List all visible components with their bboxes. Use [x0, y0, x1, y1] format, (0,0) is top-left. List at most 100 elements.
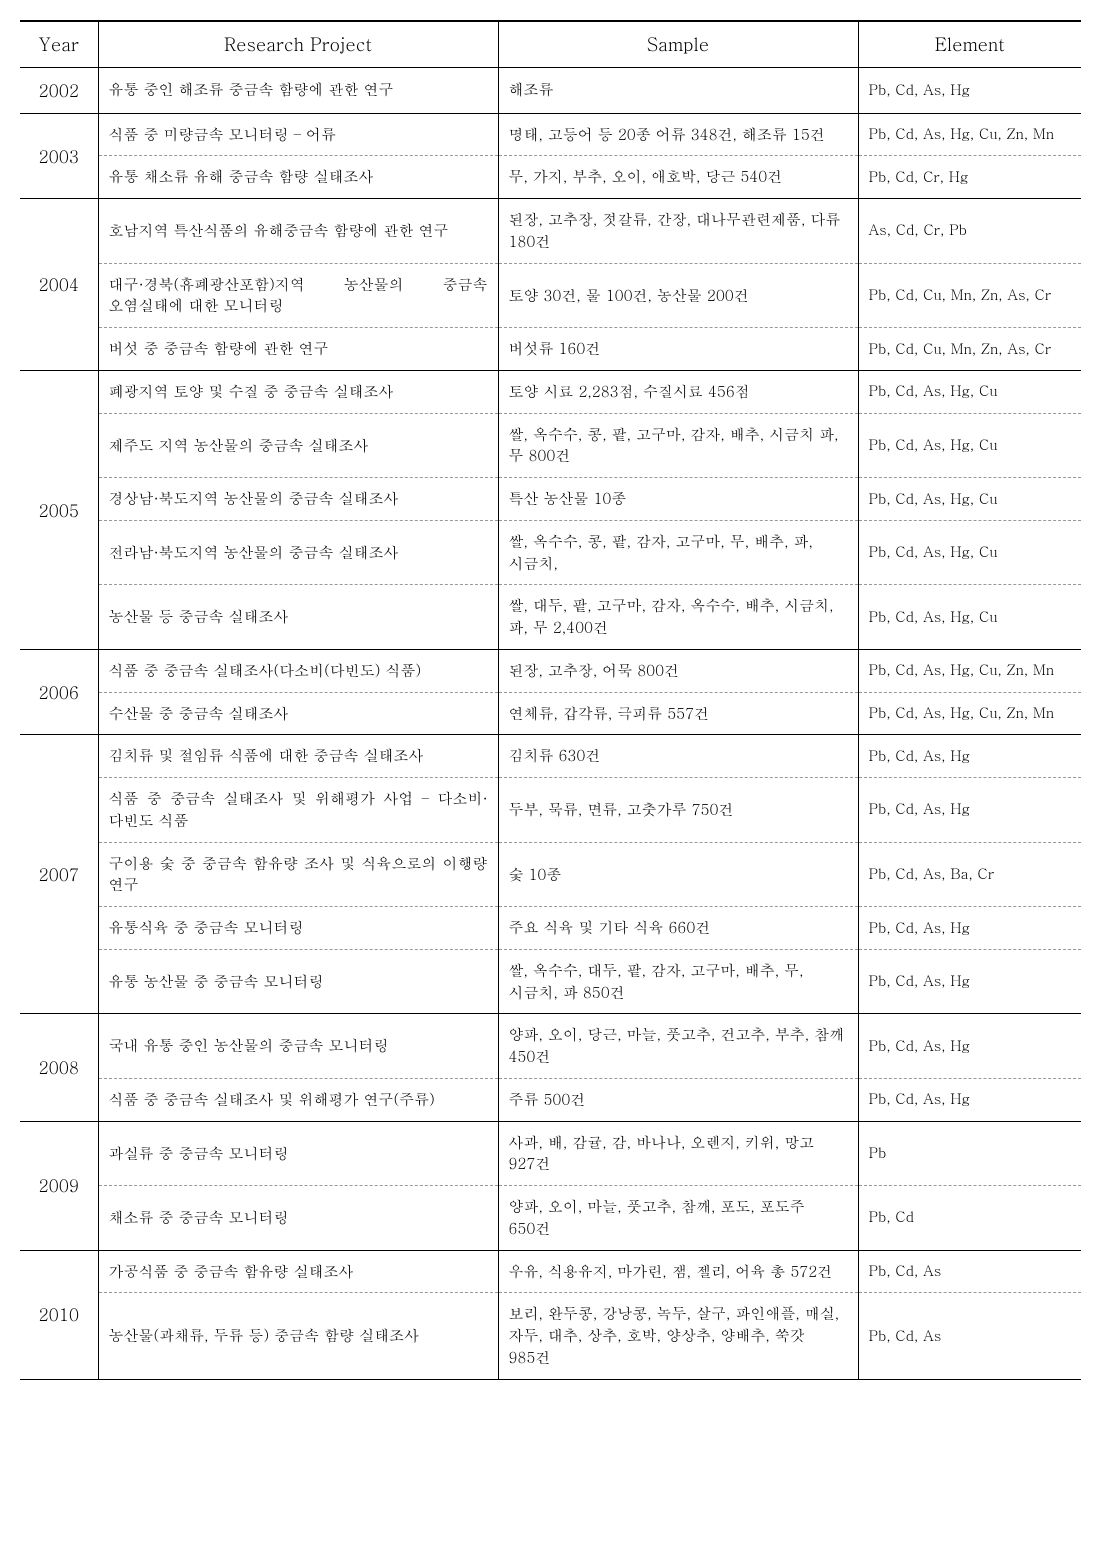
table-row: 식품 중 중금속 실태조사 및 위해평가 연구(주류)주류 500건Pb, Cd… — [20, 1078, 1081, 1121]
table-row: 경상남·북도지역 농산물의 중금속 실태조사특산 농산물 10종Pb, Cd, … — [20, 478, 1081, 521]
sample-cell: 두부, 묵류, 면류, 고춧가루 750건 — [498, 778, 858, 843]
table-row: 전라남·북도지역 농산물의 중금속 실태조사쌀, 옥수수, 콩, 팥, 감자, … — [20, 520, 1081, 585]
year-cell: 2004 — [20, 199, 98, 371]
sample-cell: 특산 농산물 10종 — [498, 478, 858, 521]
table-row: 농산물 등 중금속 실태조사쌀, 대두, 팥, 고구마, 감자, 옥수수, 배추… — [20, 585, 1081, 650]
sample-cell: 양파, 오이, 당근, 마늘, 풋고추, 건고추, 부추, 참깨 450건 — [498, 1014, 858, 1079]
table-row: 2003식품 중 미량금속 모니터링 – 어류명태, 고등어 등 20종 어류 … — [20, 113, 1081, 156]
sample-cell: 김치류 630건 — [498, 735, 858, 778]
project-cell: 구이용 숯 중 중금속 함유량 조사 및 식육으로의 이행량 연구 — [98, 842, 498, 907]
header-element: Element — [858, 21, 1081, 68]
table-row: 유통 농산물 중 중금속 모니터링쌀, 옥수수, 대두, 팥, 감자, 고구마,… — [20, 949, 1081, 1014]
table-header: Year Research Project Sample Element — [20, 21, 1081, 68]
sample-cell: 양파, 오이, 마늘, 풋고추, 참깨, 포도, 포도주 650건 — [498, 1186, 858, 1251]
project-cell: 폐광지역 토양 및 수질 중 중금속 실태조사 — [98, 370, 498, 413]
table-row: 버섯 중 중금속 함량에 관한 연구버섯류 160건Pb, Cd, Cu, Mn… — [20, 328, 1081, 371]
sample-cell: 쌀, 옥수수, 콩, 팥, 감자, 고구마, 무, 배추, 파, 시금치, — [498, 520, 858, 585]
sample-cell: 토양 30건, 물 100건, 농산물 200건 — [498, 263, 858, 328]
year-cell: 2006 — [20, 649, 98, 735]
project-cell: 식품 중 중금속 실태조사 및 위해평가 사업 – 다소비·다빈도 식품 — [98, 778, 498, 843]
table-row: 2005폐광지역 토양 및 수질 중 중금속 실태조사토양 시료 2,283점,… — [20, 370, 1081, 413]
sample-cell: 해조류 — [498, 68, 858, 114]
project-cell: 유통 농산물 중 중금속 모니터링 — [98, 949, 498, 1014]
header-year: Year — [20, 21, 98, 68]
element-cell: Pb, Cd, As, Hg — [858, 949, 1081, 1014]
table-row: 식품 중 중금속 실태조사 및 위해평가 사업 – 다소비·다빈도 식품두부, … — [20, 778, 1081, 843]
project-cell: 전라남·북도지역 농산물의 중금속 실태조사 — [98, 520, 498, 585]
sample-cell: 주류 500건 — [498, 1078, 858, 1121]
table-row: 유통 채소류 유해 중금속 함량 실태조사무, 가지, 부추, 오이, 애호박,… — [20, 156, 1081, 199]
project-cell: 유통식육 중 중금속 모니터링 — [98, 907, 498, 950]
sample-cell: 무, 가지, 부추, 오이, 애호박, 당근 540건 — [498, 156, 858, 199]
table-row: 대구·경북(휴폐광산포함)지역 농산물의 중금속 오염실태에 대한 모니터링토양… — [20, 263, 1081, 328]
element-cell: Pb, Cd, Cu, Mn, Zn, As, Cr — [858, 263, 1081, 328]
sample-cell: 주요 식육 및 기타 식육 660건 — [498, 907, 858, 950]
table-row: 농산물(과채류, 두류 등) 중금속 함량 실태조사보리, 완두콩, 강낭콩, … — [20, 1293, 1081, 1379]
sample-cell: 숯 10종 — [498, 842, 858, 907]
sample-cell: 쌀, 옥수수, 콩, 팥, 고구마, 감자, 배추, 시금치 파, 무 800건 — [498, 413, 858, 478]
year-cell: 2002 — [20, 68, 98, 114]
element-cell: Pb, Cd, As — [858, 1250, 1081, 1293]
sample-cell: 명태, 고등어 등 20종 어류 348건, 해조류 15건 — [498, 113, 858, 156]
sample-cell: 토양 시료 2,283점, 수질시료 456점 — [498, 370, 858, 413]
element-cell: Pb, Cd, As, Hg — [858, 68, 1081, 114]
element-cell: Pb, Cd, As, Hg, Cu — [858, 520, 1081, 585]
element-cell: Pb, Cd, As — [858, 1293, 1081, 1379]
table-row: 2008국내 유통 중인 농산물의 중금속 모니터링양파, 오이, 당근, 마늘… — [20, 1014, 1081, 1079]
project-cell: 김치류 및 절임류 식품에 대한 중금속 실태조사 — [98, 735, 498, 778]
table-row: 2004호남지역 특산식품의 유해중금속 함량에 관한 연구된장, 고추장, 젓… — [20, 199, 1081, 264]
project-cell: 농산물(과채류, 두류 등) 중금속 함량 실태조사 — [98, 1293, 498, 1379]
project-cell: 과실류 중 중금속 모니터링 — [98, 1121, 498, 1186]
sample-cell: 보리, 완두콩, 강낭콩, 녹두, 살구, 파인애플, 매실, 자두, 대추, … — [498, 1293, 858, 1379]
sample-cell: 사과, 배, 감귤, 감, 바나나, 오렌지, 키위, 망고 927건 — [498, 1121, 858, 1186]
sample-cell: 우유, 식용유지, 마가린, 잼, 젤리, 어육 총 572건 — [498, 1250, 858, 1293]
table-row: 2007김치류 및 절임류 식품에 대한 중금속 실태조사김치류 630건Pb,… — [20, 735, 1081, 778]
element-cell: Pb, Cd, As, Hg, Cu, Zn, Mn — [858, 692, 1081, 735]
element-cell: Pb, Cd, As, Hg, Cu — [858, 585, 1081, 650]
element-cell: Pb, Cd, As, Hg — [858, 778, 1081, 843]
project-cell: 농산물 등 중금속 실태조사 — [98, 585, 498, 650]
element-cell: As, Cd, Cr, Pb — [858, 199, 1081, 264]
element-cell: Pb, Cd, As, Hg, Cu — [858, 478, 1081, 521]
element-cell: Pb, Cd, As, Hg, Cu — [858, 413, 1081, 478]
element-cell: Pb, Cd, As, Ba, Cr — [858, 842, 1081, 907]
table-row: 제주도 지역 농산물의 중금속 실태조사쌀, 옥수수, 콩, 팥, 고구마, 감… — [20, 413, 1081, 478]
project-cell: 버섯 중 중금속 함량에 관한 연구 — [98, 328, 498, 371]
year-cell: 2010 — [20, 1250, 98, 1379]
element-cell: Pb, Cd, As, Hg, Cu — [858, 370, 1081, 413]
year-cell: 2008 — [20, 1014, 98, 1121]
table-body: 2002유통 중인 해조류 중금속 함량에 관한 연구해조류Pb, Cd, As… — [20, 68, 1081, 1380]
year-cell: 2005 — [20, 370, 98, 649]
sample-cell: 쌀, 옥수수, 대두, 팥, 감자, 고구마, 배추, 무, 시금치, 파 85… — [498, 949, 858, 1014]
element-cell: Pb, Cd, As, Hg — [858, 1014, 1081, 1079]
element-cell: Pb, Cd, Cu, Mn, Zn, As, Cr — [858, 328, 1081, 371]
year-cell: 2003 — [20, 113, 98, 199]
project-cell: 유통 중인 해조류 중금속 함량에 관한 연구 — [98, 68, 498, 114]
element-cell: Pb, Cd, As, Hg — [858, 1078, 1081, 1121]
sample-cell: 버섯류 160건 — [498, 328, 858, 371]
table-row: 2010가공식품 중 중금속 함유량 실태조사우유, 식용유지, 마가린, 잼,… — [20, 1250, 1081, 1293]
table-row: 2006식품 중 중금속 실태조사(다소비(다빈도) 식품)된장, 고추장, 어… — [20, 649, 1081, 692]
project-cell: 가공식품 중 중금속 함유량 실태조사 — [98, 1250, 498, 1293]
project-cell: 식품 중 중금속 실태조사 및 위해평가 연구(주류) — [98, 1078, 498, 1121]
table-row: 채소류 중 중금속 모니터링양파, 오이, 마늘, 풋고추, 참깨, 포도, 포… — [20, 1186, 1081, 1251]
element-cell: Pb, Cd, As, Hg — [858, 907, 1081, 950]
project-cell: 식품 중 미량금속 모니터링 – 어류 — [98, 113, 498, 156]
sample-cell: 연체류, 갑각류, 극피류 557건 — [498, 692, 858, 735]
table-row: 2002유통 중인 해조류 중금속 함량에 관한 연구해조류Pb, Cd, As… — [20, 68, 1081, 114]
element-cell: Pb, Cd, Cr, Hg — [858, 156, 1081, 199]
header-project: Research Project — [98, 21, 498, 68]
project-cell: 수산물 중 중금속 실태조사 — [98, 692, 498, 735]
sample-cell: 된장, 고추장, 어묵 800건 — [498, 649, 858, 692]
element-cell: Pb, Cd, As, Hg — [858, 735, 1081, 778]
sample-cell: 된장, 고추장, 젓갈류, 간장, 대나무관련제품, 다류 180건 — [498, 199, 858, 264]
project-cell: 유통 채소류 유해 중금속 함량 실태조사 — [98, 156, 498, 199]
table-row: 2009과실류 중 중금속 모니터링사과, 배, 감귤, 감, 바나나, 오렌지… — [20, 1121, 1081, 1186]
project-cell: 경상남·북도지역 농산물의 중금속 실태조사 — [98, 478, 498, 521]
table-row: 구이용 숯 중 중금속 함유량 조사 및 식육으로의 이행량 연구숯 10종Pb… — [20, 842, 1081, 907]
year-cell: 2007 — [20, 735, 98, 1014]
project-cell: 대구·경북(휴폐광산포함)지역 농산물의 중금속 오염실태에 대한 모니터링 — [98, 263, 498, 328]
header-sample: Sample — [498, 21, 858, 68]
research-table: Year Research Project Sample Element 200… — [20, 20, 1081, 1380]
project-cell: 채소류 중 중금속 모니터링 — [98, 1186, 498, 1251]
